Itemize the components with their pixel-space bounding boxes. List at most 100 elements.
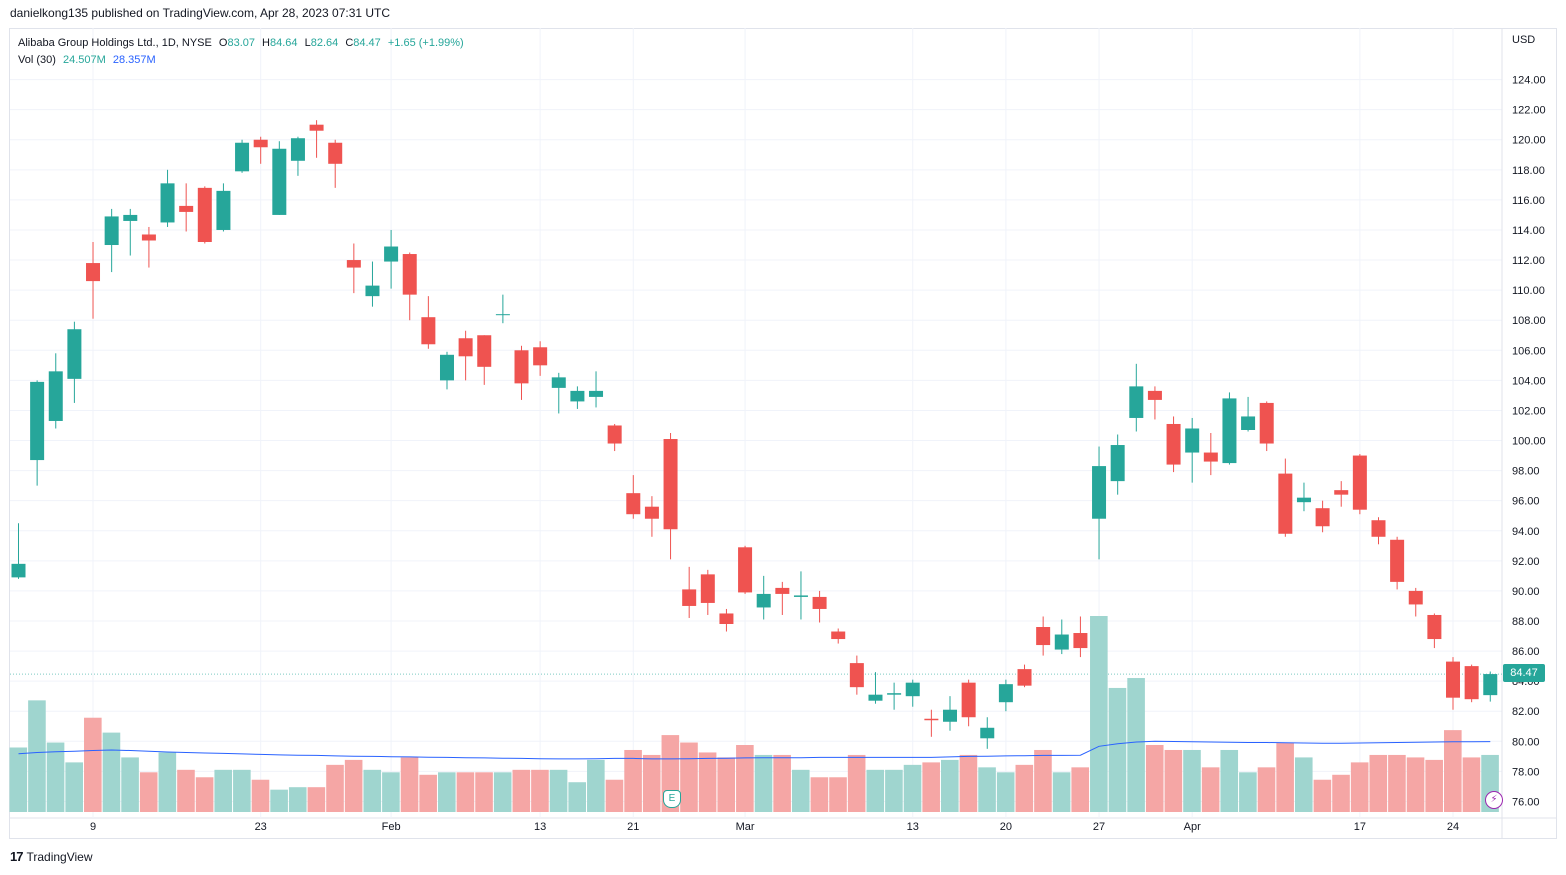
volume-bar: [214, 769, 233, 812]
candle-body: [607, 425, 622, 444]
candle-body: [104, 216, 119, 246]
last-price-tag: 84.47: [1503, 664, 1545, 682]
candle-body: [1390, 539, 1405, 582]
volume-bar: [549, 769, 568, 812]
time-tick-label: Feb: [382, 821, 401, 833]
time-tick-label: Apr: [1184, 821, 1201, 833]
volume-bar: [1462, 757, 1481, 812]
volume-bar: [829, 777, 847, 812]
candle-body: [1036, 627, 1051, 646]
volume-bar: [996, 772, 1015, 812]
volume-bar: [28, 700, 46, 812]
candle-body: [1315, 508, 1330, 527]
volume-ma-line: [18, 740, 1491, 760]
volume-bar: [698, 752, 717, 812]
volume-bar: [941, 759, 959, 812]
candle-body: [1073, 633, 1088, 649]
time-tick-label: 13: [907, 821, 919, 833]
candle-body: [495, 314, 510, 316]
volume-bar: [251, 779, 270, 812]
close-value: 84.47: [353, 37, 381, 49]
volume-bar: [885, 769, 903, 812]
earnings-icon[interactable]: E: [663, 790, 681, 808]
tradingview-logo[interactable]: 17 TradingView: [10, 849, 93, 864]
volume-bar: [382, 772, 400, 812]
time-tick-label: 27: [1093, 821, 1105, 833]
price-tick-label: 76.00: [1512, 796, 1540, 808]
price-tick-label: 108.00: [1512, 315, 1546, 327]
volume-bar: [344, 759, 363, 812]
volume-ma-value: 28.357M: [112, 54, 156, 66]
volume-bar: [680, 742, 698, 812]
candle-body: [346, 260, 361, 268]
volume-bar: [959, 754, 978, 812]
candle-body: [1334, 490, 1349, 495]
price-tick-label: 114.00: [1512, 225, 1545, 237]
candle-body: [458, 338, 473, 357]
candle-body: [290, 138, 305, 161]
candle-body: [626, 493, 641, 515]
open-label: O: [218, 37, 228, 49]
volume-bar: [1034, 749, 1052, 812]
time-axis: 9 23 Feb 13 21 Mar 13 20 27 Apr 17 24: [90, 821, 1459, 833]
flash-icon[interactable]: ⚡: [1485, 791, 1503, 809]
time-tick-label: 23: [255, 821, 267, 833]
candle-body: [197, 187, 212, 243]
candle-body: [1185, 428, 1200, 453]
volume-bar: [307, 787, 326, 812]
candle-body: [849, 663, 864, 688]
candle-body: [1278, 473, 1293, 534]
candle-body: [439, 354, 454, 381]
volume-bar: [1071, 767, 1090, 812]
candle-body: [235, 142, 250, 172]
volume-bar: [1108, 687, 1127, 812]
candle-body: [1427, 614, 1442, 640]
candle-body: [1129, 386, 1144, 418]
candle-body: [644, 506, 659, 519]
volume-bar: [288, 787, 307, 812]
price-tick-label: 94.00: [1512, 526, 1540, 538]
volume-bar: [531, 769, 549, 812]
volume-bar: [84, 717, 102, 812]
volume-bar: [1276, 742, 1294, 812]
price-tick-label: 124.00: [1512, 75, 1546, 87]
price-tick-label: 112.00: [1512, 255, 1545, 267]
volume-bar: [791, 769, 810, 812]
volume-bar: [1183, 749, 1201, 812]
volume-bar: [568, 782, 586, 812]
volume-bar: [1406, 757, 1425, 812]
volume-bar: [978, 767, 996, 812]
candle-body: [309, 124, 324, 131]
price-tick-label: 98.00: [1512, 466, 1540, 478]
candle-body: [551, 377, 566, 388]
symbol-title: Alibaba Group Holdings Ltd., 1D, NYSE: [18, 37, 212, 49]
candle-body: [998, 684, 1013, 703]
candle-body: [682, 589, 697, 606]
volume-bar: [512, 769, 531, 812]
candle-body: [384, 246, 399, 262]
volume-bar: [847, 754, 866, 812]
change-value: +1.65 (+1.99%): [387, 37, 464, 49]
candle-body: [477, 335, 492, 367]
volume-bar: [1145, 745, 1164, 812]
price-tick-label: 116.00: [1512, 195, 1545, 207]
tradingview-logo-icon: 17: [10, 849, 24, 864]
volume-bar: [1294, 757, 1313, 812]
candle-body: [793, 595, 808, 597]
open-value: 83.07: [227, 37, 255, 49]
candle-body: [402, 254, 417, 295]
candle-body: [700, 574, 715, 603]
candle-body: [756, 593, 771, 608]
volume-bar: [1425, 759, 1443, 812]
tradingview-logo-text: TradingView: [26, 849, 93, 864]
volume-bar: [1220, 749, 1239, 812]
volume-bar: [121, 757, 139, 812]
volume-bar: [1164, 749, 1183, 812]
candle-body: [533, 347, 548, 366]
volume-bar: [46, 742, 65, 812]
price-tick-label: 120.00: [1512, 135, 1546, 147]
volume-bar: [9, 747, 28, 812]
candle-body: [253, 139, 268, 148]
volume-bar: [233, 769, 251, 812]
